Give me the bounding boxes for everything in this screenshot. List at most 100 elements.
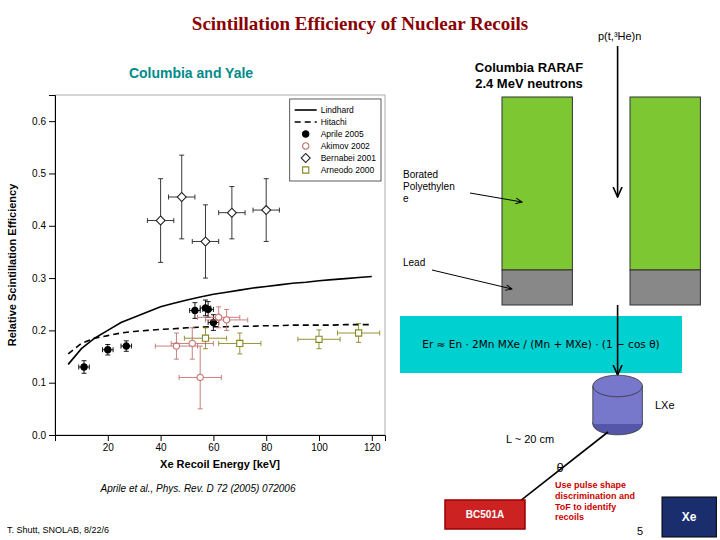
y-tick-label: 0.0 xyxy=(32,430,46,441)
plot-frame xyxy=(55,95,385,435)
error-bar-x xyxy=(184,336,226,341)
cylinder-edge xyxy=(592,386,593,424)
point xyxy=(192,307,198,313)
lead-block xyxy=(502,270,572,305)
error-bar-y xyxy=(224,309,229,330)
series xyxy=(147,155,279,278)
y-tick-label: 0.3 xyxy=(32,273,46,284)
annotation-line: Borated xyxy=(403,169,438,180)
error-bar-y xyxy=(82,361,87,374)
subtitle: Columbia and Yale xyxy=(129,65,253,81)
point xyxy=(202,335,208,341)
annotation-line: ToF to identify xyxy=(555,502,616,512)
error-bar-x xyxy=(298,337,340,342)
equation-box xyxy=(400,316,682,373)
error-bar-x xyxy=(337,331,379,336)
error-bar-y xyxy=(356,324,361,343)
annotation: Aprile et al., Phys. Rev. D 72 (2005) 07… xyxy=(100,483,296,494)
error-bar-x xyxy=(179,375,221,380)
error-bar-y xyxy=(190,328,195,359)
y-tick-mark xyxy=(49,383,55,384)
y-tick-mark xyxy=(49,330,55,331)
error-bar-x xyxy=(190,308,201,313)
y-tick-label: 0.2 xyxy=(32,325,46,336)
point xyxy=(316,336,322,342)
error-bar-x xyxy=(103,347,114,352)
legend: LindhardHitachiAprile 2005Akimov 2002Ber… xyxy=(290,99,381,181)
y-tick-mark xyxy=(49,226,55,227)
y-tick: 0.6 xyxy=(32,116,55,127)
point xyxy=(81,364,87,370)
x-tick-mark xyxy=(108,435,109,441)
error-bar-y xyxy=(174,333,179,359)
y-tick-mark xyxy=(49,278,55,279)
annotation: LXe xyxy=(655,399,675,411)
y-tick: 0.1 xyxy=(32,377,55,388)
point xyxy=(237,340,243,346)
error-bar-y xyxy=(124,341,129,351)
x-tick: 120 xyxy=(364,435,381,453)
legend-swatch xyxy=(303,167,309,173)
legend-item: Aprile 2005 xyxy=(303,129,364,139)
line xyxy=(68,325,372,354)
series xyxy=(184,324,379,354)
annotation: Use pulse shapediscrimination andToF to … xyxy=(555,480,635,522)
error-bar-y xyxy=(198,346,203,409)
annotation: p(t,³He)n xyxy=(598,30,641,42)
annotation: Er ≈ En · 2Mn MXe / (Mn + MXe) · (1 − co… xyxy=(422,338,659,350)
series xyxy=(68,277,372,365)
y-tick-label: 0.4 xyxy=(32,220,46,231)
legend-label: Akimov 2002 xyxy=(321,141,370,151)
arrow xyxy=(617,46,619,197)
x-tick-mark xyxy=(372,435,373,441)
error-bar-x xyxy=(205,317,247,322)
x-tick-mark xyxy=(266,435,267,441)
x-axis-title: Xe Recoil Energy [keV] xyxy=(160,458,280,470)
point xyxy=(205,306,211,312)
arrow xyxy=(432,270,512,289)
error-bar-y xyxy=(105,345,110,355)
y-tick: 0.5 xyxy=(32,168,55,179)
logo-box xyxy=(662,497,716,537)
annotation: L ~ 20 cm xyxy=(506,433,554,445)
x-tick-label: 40 xyxy=(156,442,168,453)
annotation: 2.4 MeV neutrons xyxy=(475,76,583,91)
x-tick: 60 xyxy=(208,435,220,453)
annotation-line: e xyxy=(403,193,409,204)
error-bar-y xyxy=(206,302,211,318)
legend-label: Arneodo 2000 xyxy=(321,165,375,175)
legend-swatch xyxy=(295,109,317,111)
x-tick: 40 xyxy=(156,435,168,453)
error-bar-x xyxy=(219,341,261,346)
x-tick-mark xyxy=(161,435,162,441)
legend-label: Bernabei 2001 xyxy=(321,153,377,163)
cylinder-top xyxy=(593,375,643,397)
legend-swatch xyxy=(303,143,309,149)
line xyxy=(68,277,372,365)
point xyxy=(356,330,362,336)
legend-label: Lindhard xyxy=(321,105,354,115)
legend-item: Akimov 2002 xyxy=(303,141,371,151)
annotation: Columbia RARAF xyxy=(475,60,583,75)
legend-item: Arneodo 2000 xyxy=(303,165,375,175)
title: Scintillation Efficiency of Nuclear Reco… xyxy=(192,13,528,34)
x-tick-label: 20 xyxy=(103,442,115,453)
shield-block xyxy=(630,97,700,270)
point xyxy=(105,347,111,353)
point xyxy=(262,206,271,215)
legend-label: Aprile 2005 xyxy=(321,129,364,139)
arrow xyxy=(470,193,522,202)
x-tick-label: 120 xyxy=(364,442,381,453)
x-tick-mark xyxy=(213,435,214,441)
legend-swatch xyxy=(303,131,309,137)
x-axis: 20406080100120 xyxy=(56,435,386,453)
y-tick: 0.0 xyxy=(32,430,55,441)
y-tick: 0.4 xyxy=(32,220,55,231)
error-bar-x xyxy=(208,320,219,325)
series xyxy=(79,300,219,373)
x-tick: 80 xyxy=(261,435,273,453)
slide: Scintillation Efficiency of Nuclear Reco… xyxy=(0,0,720,540)
legend-box xyxy=(290,99,381,181)
annotation: T. Shutt, SNOLAB, 8/22/6 xyxy=(7,525,109,535)
x-tick-label: 60 xyxy=(208,442,220,453)
